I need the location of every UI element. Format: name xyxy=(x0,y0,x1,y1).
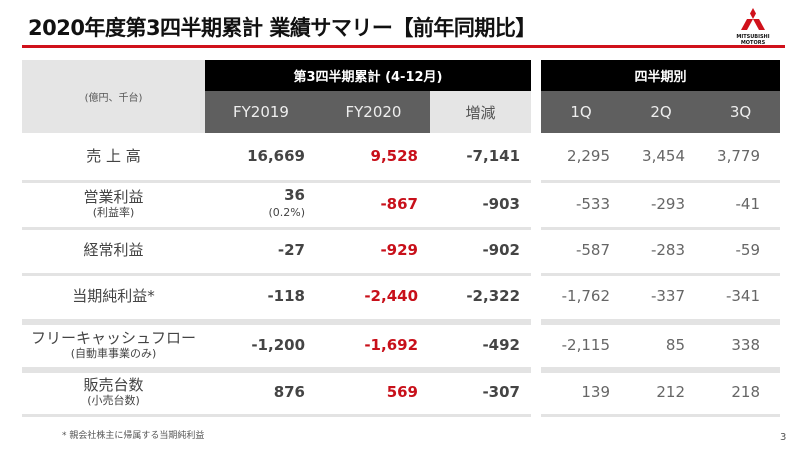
row-label-sub: (利益率) xyxy=(92,205,135,219)
cell-fy2020: 9,528 xyxy=(370,146,418,165)
page-number: 3 xyxy=(780,432,787,443)
row-divider xyxy=(22,414,531,417)
cell-q2: -337 xyxy=(650,286,685,305)
footnote: * 親会社株主に帰属する当期純利益 xyxy=(62,431,205,441)
row-label: 売 上 高 xyxy=(22,146,205,165)
row-label-text: 販売台数 xyxy=(83,376,144,394)
row-label-text: 売 上 高 xyxy=(86,146,141,165)
cell-q2: -293 xyxy=(650,194,685,213)
row-label-text: 営業利益 xyxy=(83,187,144,206)
row-label: 経常利益 xyxy=(22,240,205,259)
row-label-text: フリーキャッシュフロー xyxy=(30,329,196,347)
row-label-text: 経常利益 xyxy=(83,240,144,259)
cell-fy2019-margin: (0.2%) xyxy=(268,205,305,219)
col-3q: 3Q xyxy=(701,91,780,133)
cell-q3: -341 xyxy=(725,286,760,305)
cell-fy2020: -867 xyxy=(380,194,418,213)
cell-fy2019: -1,200 xyxy=(251,336,305,354)
cell-change: -902 xyxy=(482,240,520,259)
cell-fy2020: 569 xyxy=(386,383,418,401)
title-underline xyxy=(22,45,785,48)
col-1q: 1Q xyxy=(541,91,621,133)
header-quarterly: 四半期別 xyxy=(541,60,780,91)
row-divider xyxy=(22,319,531,325)
cell-change: -2,322 xyxy=(466,286,520,305)
three-diamonds-icon xyxy=(741,8,765,30)
col-fy2020: FY2020 xyxy=(317,91,430,133)
col-change: 増減 xyxy=(430,91,531,133)
cell-q1: -2,115 xyxy=(561,336,610,354)
row-divider xyxy=(541,180,780,183)
cell-fy2019: 16,669 xyxy=(247,146,305,165)
col-2q: 2Q xyxy=(621,91,701,133)
cell-q3: -59 xyxy=(735,240,761,259)
row-divider xyxy=(541,414,780,417)
row-label-text: 当期純利益* xyxy=(72,286,155,305)
cell-q3: 338 xyxy=(731,336,760,354)
cell-fy2020: -1,692 xyxy=(364,336,418,354)
unit-label: (億円、千台) xyxy=(22,60,205,133)
header-cumulative: 第3四半期累計 (4-12月) xyxy=(205,60,531,91)
cell-q1: -587 xyxy=(575,240,610,259)
cell-q2: 212 xyxy=(656,383,685,401)
mitsubishi-logo: MITSUBISHI MOTORS xyxy=(733,8,773,46)
row-divider xyxy=(541,319,780,325)
row-divider xyxy=(541,227,780,230)
row-divider xyxy=(541,273,780,276)
col-fy2019: FY2019 xyxy=(205,91,317,133)
cell-fy2019: 36 xyxy=(284,185,305,204)
cell-fy2019: -27 xyxy=(277,240,305,259)
cell-q1: 2,295 xyxy=(567,146,610,165)
row-label: フリーキャッシュフロー (自動車事業のみ) xyxy=(22,330,205,361)
cell-fy2020: -2,440 xyxy=(364,286,418,305)
row-divider xyxy=(22,227,531,230)
row-divider xyxy=(22,273,531,276)
cell-q3: -41 xyxy=(735,194,761,213)
cell-fy2019: 876 xyxy=(273,383,305,401)
row-divider xyxy=(541,367,780,373)
row-label: 営業利益 (利益率) xyxy=(22,187,205,220)
row-divider xyxy=(22,180,531,183)
cell-change: -7,141 xyxy=(466,146,520,165)
cell-q3: 3,779 xyxy=(717,146,760,165)
row-label: 当期純利益* xyxy=(22,286,205,305)
cell-change: -903 xyxy=(482,194,520,213)
cell-q1: -533 xyxy=(575,194,610,213)
row-divider xyxy=(22,367,531,373)
cell-change: -492 xyxy=(482,336,520,354)
cell-q2: -283 xyxy=(650,240,685,259)
cell-q2: 85 xyxy=(665,336,685,354)
row-label-sub: (自動車事業のみ) xyxy=(70,347,157,360)
cell-fy2019: -118 xyxy=(267,286,305,305)
cell-q2: 3,454 xyxy=(642,146,685,165)
cell-q3: 218 xyxy=(731,383,760,401)
cell-fy2020: -929 xyxy=(380,240,418,259)
row-label-sub: (小売台数) xyxy=(87,394,140,407)
row-label: 販売台数 (小売台数) xyxy=(22,377,205,408)
cell-q1: 139 xyxy=(581,383,610,401)
page-title: 2020年度第3四半期累計 業績サマリー【前年同期比】 xyxy=(28,16,536,40)
cell-change: -307 xyxy=(482,383,520,401)
cell-q1: -1,762 xyxy=(561,286,610,305)
